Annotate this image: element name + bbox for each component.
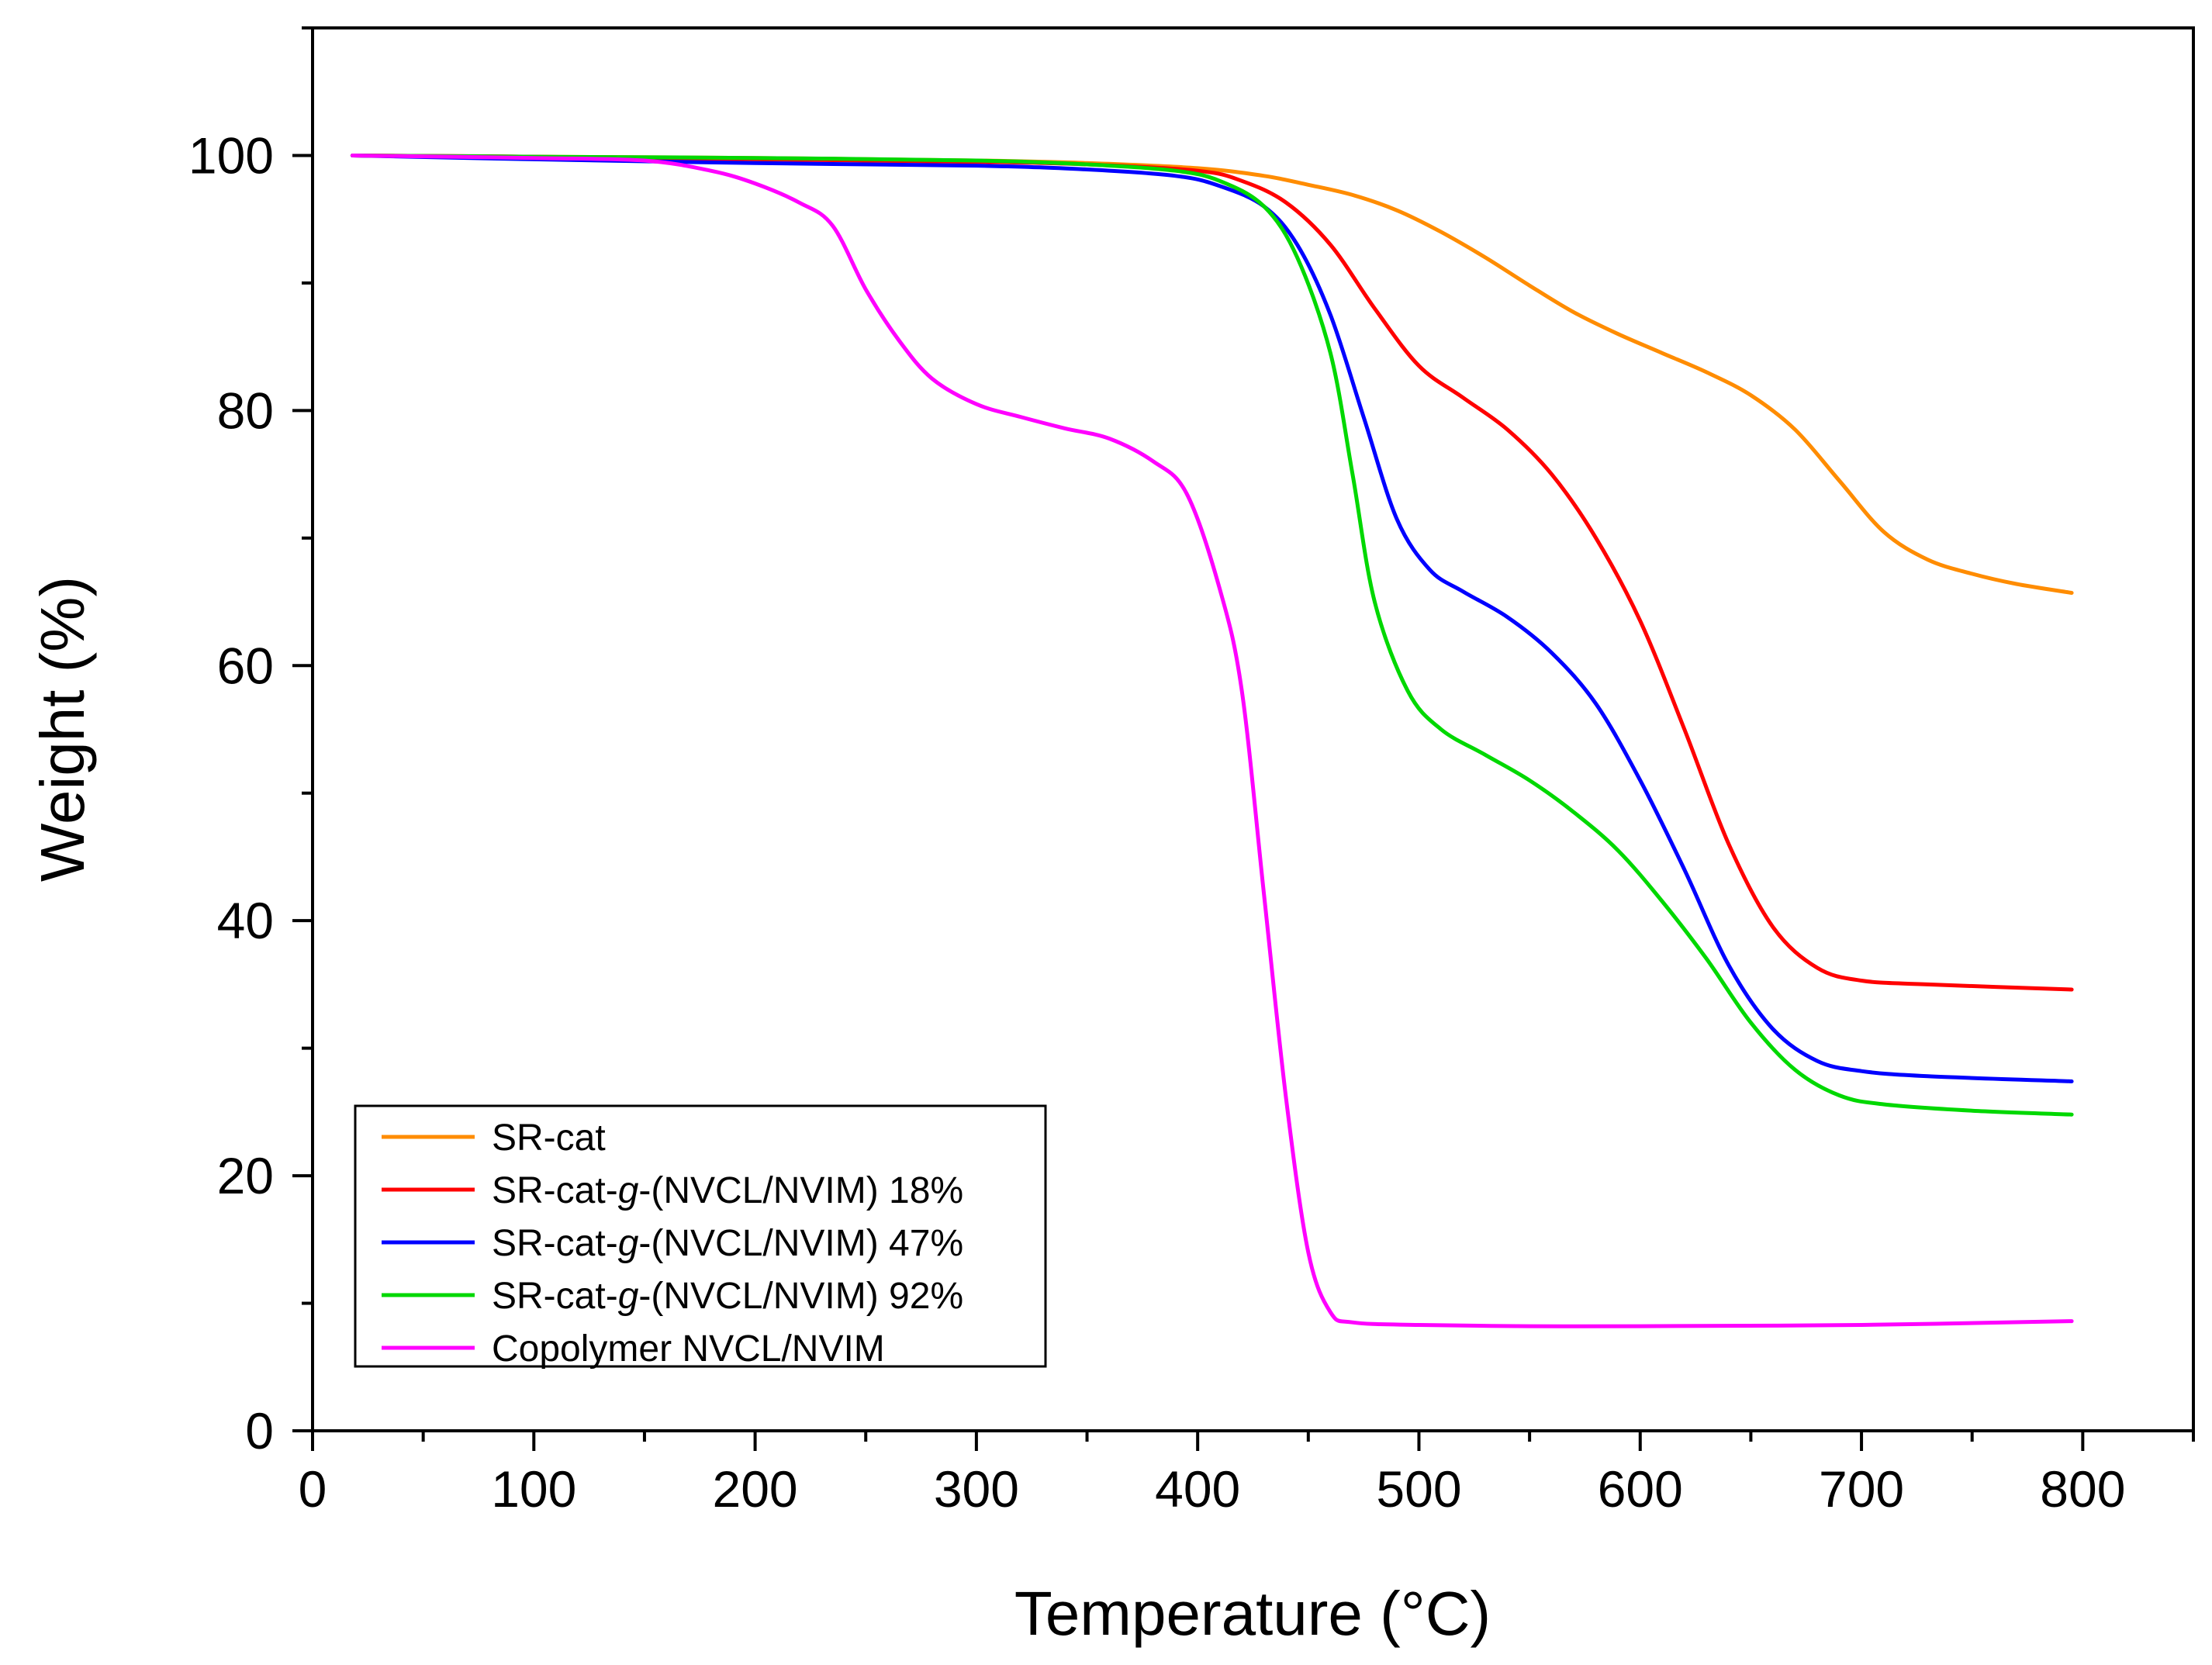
y-tick-label: 60 <box>217 637 274 694</box>
series-line-3 <box>350 154 2074 1083</box>
y-tick-label: 40 <box>217 892 274 949</box>
series-line-5 <box>350 154 2074 1328</box>
x-axis-title: Temperature (°C) <box>1014 1579 1491 1648</box>
legend-label: SR-cat <box>492 1117 606 1159</box>
x-tick-label: 100 <box>491 1460 576 1518</box>
x-tick-label: 400 <box>1155 1460 1240 1518</box>
x-tick-label: 600 <box>1598 1460 1683 1518</box>
y-axis-title: Weight (%) <box>28 576 97 882</box>
y-tick-label: 0 <box>245 1402 274 1459</box>
plot-frame <box>311 26 2195 1432</box>
y-tick-label: 20 <box>217 1147 274 1204</box>
series-layer <box>350 154 2074 1328</box>
legend-items: SR-cat SR-cat-g-(NVCL/NVIM) 18% SR-cat-g-(… <box>382 1117 963 1370</box>
x-tick-label: 500 <box>1376 1460 1461 1518</box>
legend: SR-cat SR-cat-g-(NVCL/NVIM) 18% SR-cat-g-(… <box>354 1104 1047 1370</box>
y-tick-label: 80 <box>217 382 274 439</box>
legend-label: SR-cat-g-(NVCL/NVIM) 92% <box>492 1276 963 1317</box>
x-tick-label: 0 <box>299 1460 327 1518</box>
series-line-4 <box>350 154 2074 1117</box>
legend-label: SR-cat-g-(NVCL/NVIM) 47% <box>492 1223 963 1264</box>
x-tick-label: 700 <box>1819 1460 1904 1518</box>
legend-label: Copolymer NVCL/NVIM <box>492 1328 885 1370</box>
legend-label: SR-cat-g-(NVCL/NVIM) 18% <box>492 1170 963 1211</box>
x-tick-label: 200 <box>713 1460 798 1518</box>
y-tick-label: 100 <box>188 126 274 184</box>
legend-box <box>354 1104 1047 1368</box>
x-tick-label: 800 <box>2040 1460 2125 1518</box>
ticks-layer: 0 100 200 300 400 500 600 700 800 0 20 40 60 80 100 <box>188 26 2195 1518</box>
x-tick-label: 300 <box>934 1460 1019 1518</box>
